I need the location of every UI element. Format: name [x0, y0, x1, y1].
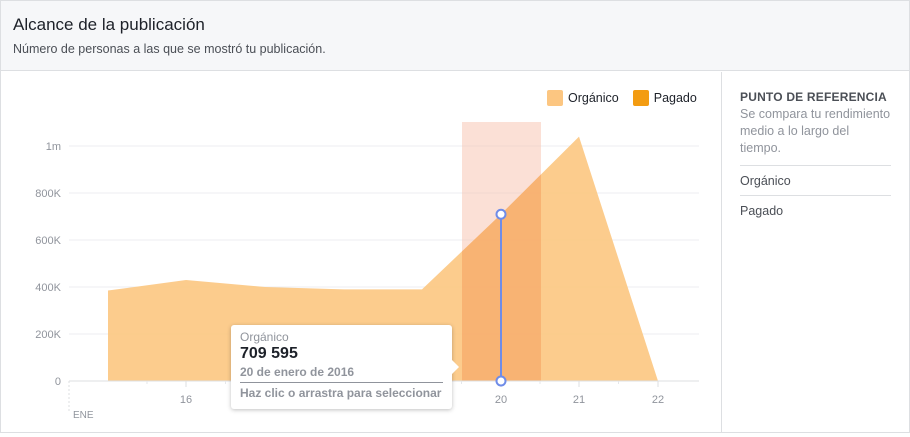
y-tick-label: 400K — [35, 282, 61, 294]
tooltip-divider — [240, 382, 443, 383]
x-tick-label: 21 — [573, 394, 585, 406]
panel-subtitle: Número de personas a las que se mostró t… — [13, 42, 326, 56]
legend-label-organic[interactable]: Orgánico — [568, 91, 619, 105]
x-tick-label: 22 — [652, 394, 664, 406]
tooltip-arrow — [452, 360, 459, 374]
chart-legend: Orgánico Pagado — [547, 90, 711, 106]
tooltip-hint: Haz clic o arrastra para seleccionar — [240, 386, 442, 400]
chart-tooltip: Orgánico 709 595 20 de enero de 2016 Haz… — [231, 325, 459, 409]
selection-point-baseline[interactable] — [495, 375, 507, 387]
benchmark-description: Se compara tu rendimiento medio a lo lar… — [740, 107, 891, 155]
y-tick-label: 600K — [35, 235, 61, 247]
x-month-label: ENE — [73, 410, 94, 421]
y-tick-label: 0 — [55, 376, 61, 388]
benchmark-item-paid[interactable]: Pagado — [740, 195, 891, 225]
tooltip-series: Orgánico — [240, 330, 289, 344]
tooltip-value: 709 595 — [240, 345, 298, 362]
y-tick-label: 1m — [46, 141, 61, 153]
benchmark-sidebar: PUNTO DE REFERENCIA Se compara tu rendim… — [721, 72, 909, 432]
benchmark-item-organic[interactable]: Orgánico — [740, 165, 891, 195]
y-tick-label: 800K — [35, 188, 61, 200]
tooltip-date: 20 de enero de 2016 — [240, 365, 355, 379]
selection-point-organic[interactable] — [495, 208, 507, 220]
chart-area[interactable]: 0200K400K600K800K1mENE16171819202122 Org… — [1, 72, 721, 432]
x-tick-label: 20 — [495, 394, 507, 406]
legend-swatch-paid[interactable] — [632, 90, 649, 106]
benchmark-title: PUNTO DE REFERENCIA — [740, 90, 887, 104]
legend-swatch-organic[interactable] — [547, 90, 563, 106]
panel-title: Alcance de la publicación — [13, 15, 205, 34]
y-tick-label: 200K — [35, 329, 61, 341]
reach-chart[interactable]: 0200K400K600K800K1mENE16171819202122 — [1, 72, 721, 432]
panel-header: Alcance de la publicación Número de pers… — [1, 1, 909, 71]
x-tick-label: 16 — [180, 394, 192, 406]
legend-label-paid[interactable]: Pagado — [653, 91, 697, 105]
